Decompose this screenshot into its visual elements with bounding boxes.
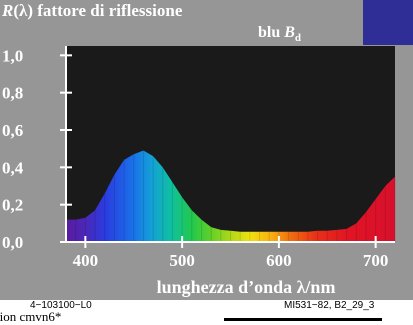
y-tick-label: 0,4	[2, 158, 24, 177]
chart-subtitle: blu Bd	[258, 24, 301, 44]
color-swatch	[363, 0, 413, 45]
x-tick-label: 500	[169, 251, 195, 270]
reflectance-chart: 0,0 0,2 0,4 0,6 0,8 1,0 400 500 600 700 R(λ) fat…	[1, 0, 413, 297]
footer-right-code: MI531−82, B2_29_3	[284, 300, 375, 311]
footer-rule	[224, 318, 382, 321]
y-tick-label: 0,0	[2, 233, 23, 252]
reflectance-area	[66, 150, 395, 242]
spectral-bands	[65, 150, 396, 242]
y-tick-label: 1,0	[2, 46, 23, 65]
x-tick-label: 700	[363, 251, 389, 270]
footer-clipped-text: tion cmvn6*	[0, 309, 62, 324]
y-axis: 0,0 0,2 0,4 0,6 0,8 1,0	[2, 46, 72, 252]
x-tick-label: 400	[73, 251, 99, 270]
x-axis: 400 500 600 700	[66, 236, 395, 270]
x-axis-label: lunghezza d’onda λ/nm	[157, 277, 336, 297]
x-tick-label: 600	[266, 251, 292, 270]
footer-left-code: 4−103100−L0	[30, 300, 92, 311]
chart-title: R(λ) fattore di riflessione	[1, 1, 183, 20]
y-tick-label: 0,6	[2, 121, 23, 140]
y-tick-label: 0,2	[2, 196, 23, 215]
y-tick-label: 0,8	[2, 84, 23, 103]
